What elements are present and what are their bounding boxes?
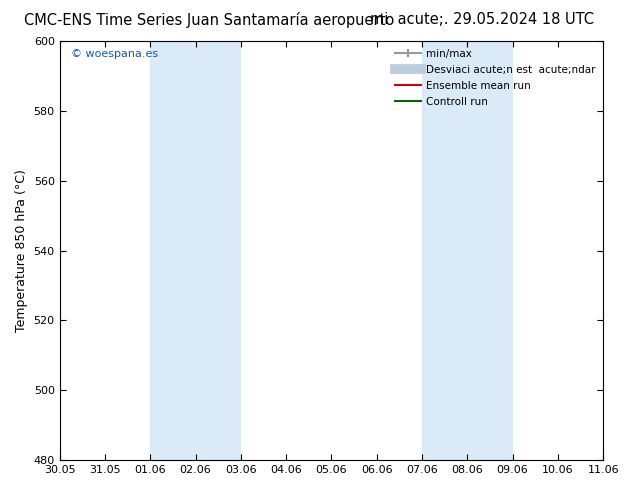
- Text: CMC-ENS Time Series Juan Santamaría aeropuerto: CMC-ENS Time Series Juan Santamaría aero…: [24, 12, 394, 28]
- Legend: min/max, Desviaci acute;n est  acute;ndar, Ensemble mean run, Controll run: min/max, Desviaci acute;n est acute;ndar…: [391, 44, 600, 112]
- Bar: [422, 41, 513, 460]
- Bar: [150, 41, 241, 460]
- Text: mi  acute;. 29.05.2024 18 UTC: mi acute;. 29.05.2024 18 UTC: [370, 12, 594, 27]
- Y-axis label: Temperature 850 hPa (°C): Temperature 850 hPa (°C): [15, 169, 28, 332]
- Text: © woespana.es: © woespana.es: [70, 49, 158, 59]
